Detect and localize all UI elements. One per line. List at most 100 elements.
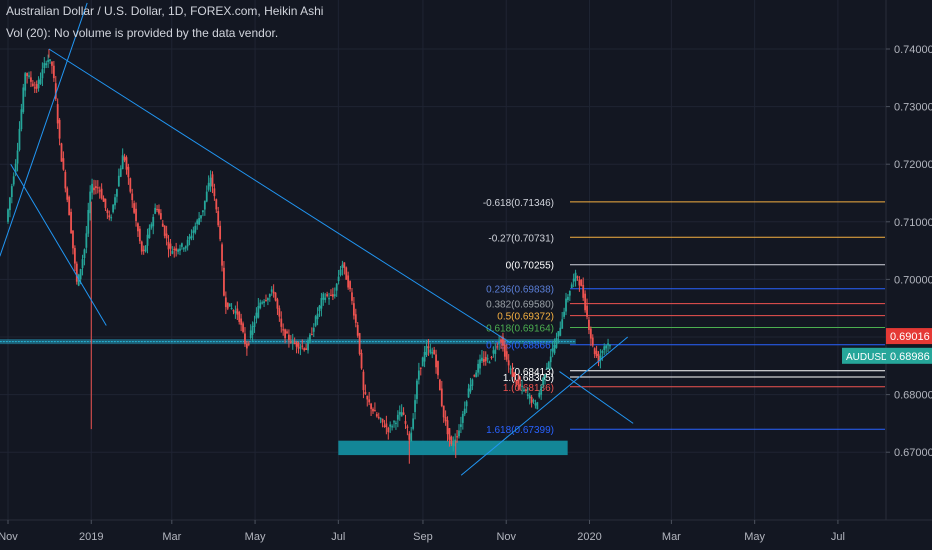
- candle-body: [601, 350, 604, 353]
- candle-body: [469, 384, 472, 392]
- candle-body: [205, 191, 208, 202]
- candle-body: [75, 263, 78, 282]
- candle-body: [347, 275, 350, 288]
- fib-level-label: -0.27(0.70731): [488, 233, 554, 244]
- candle-body: [33, 87, 36, 89]
- horizontal-levels: [0, 339, 576, 345]
- candle-body: [523, 389, 525, 392]
- price-axis[interactable]: 0.74000 0.73000 0.72000 0.71000 0.70000 0.690…: [885, 0, 932, 520]
- candle-body: [425, 345, 428, 355]
- candle-body: [165, 233, 168, 239]
- candle-body: [393, 421, 395, 423]
- candle-body: [93, 187, 95, 191]
- candle-body: [110, 217, 113, 219]
- candle-body: [567, 296, 569, 300]
- candle-body: [559, 327, 562, 336]
- candle-body: [98, 190, 101, 192]
- candle-body: [568, 290, 571, 296]
- fib-level-label: 0(0.70255): [506, 261, 554, 272]
- candle-body: [395, 422, 397, 425]
- candle-body: [532, 400, 535, 402]
- candle-body: [219, 225, 222, 240]
- candle-body: [519, 383, 522, 387]
- candle-body: [339, 269, 342, 276]
- fib-level-label: 1.618(0.67399): [486, 425, 554, 436]
- candle-body: [77, 274, 80, 286]
- price-tick-label: 0.67000: [894, 447, 932, 459]
- candle-body: [238, 311, 241, 322]
- candle-body: [305, 348, 308, 350]
- candle-body: [534, 403, 537, 406]
- candle-body: [112, 204, 115, 213]
- candle-body: [123, 156, 126, 161]
- candle-body: [374, 410, 376, 412]
- candle-body: [278, 308, 281, 317]
- candle-body: [484, 356, 487, 362]
- candle-body: [417, 370, 420, 380]
- candle-body: [47, 60, 50, 62]
- candle-body: [179, 248, 181, 251]
- candle-body: [320, 298, 323, 309]
- candle-body: [268, 294, 271, 297]
- candle-body: [51, 61, 53, 66]
- candle-body: [200, 215, 202, 219]
- candle-body: [87, 209, 90, 234]
- candle-body: [406, 426, 409, 428]
- candle-body: [557, 331, 560, 337]
- candle-body: [492, 350, 495, 354]
- candle-body: [18, 128, 21, 150]
- time-tick-label: Mar: [662, 531, 681, 543]
- trendlines[interactable]: [0, 2, 634, 476]
- candle-body: [158, 209, 160, 214]
- candle-body: [297, 343, 300, 349]
- candle-body: [396, 414, 399, 420]
- candle-body: [72, 230, 74, 249]
- candle-body: [450, 436, 453, 445]
- candle-body: [266, 298, 269, 301]
- candle-body: [553, 345, 556, 354]
- candle-body: [385, 423, 388, 428]
- candle-body: [196, 220, 199, 224]
- fibonacci-retracement[interactable]: -0.618(0.71346) -0.27(0.70731) 0(0.70255) 0…: [483, 198, 885, 436]
- candle-body: [402, 412, 405, 415]
- candle-body: [301, 345, 304, 347]
- candle-body: [49, 59, 51, 61]
- candle-body: [496, 346, 499, 348]
- candle-body: [186, 239, 189, 247]
- candle-body: [223, 267, 225, 296]
- candle-body: [28, 75, 30, 77]
- candle-body: [131, 193, 134, 201]
- candle-body: [60, 143, 63, 162]
- candle-body: [515, 381, 518, 385]
- candle-body: [117, 175, 120, 187]
- candle-body: [52, 65, 55, 79]
- candle-body: [108, 215, 111, 218]
- candle-body: [335, 283, 338, 291]
- candle-body: [291, 340, 294, 344]
- candle-body: [316, 313, 319, 320]
- candle-body: [102, 197, 105, 202]
- time-axis[interactable]: Nov 2019 Mar May Jul Sep Nov 2020 Mar May Jul: [0, 519, 932, 543]
- candle-body: [414, 400, 416, 413]
- candle-body: [37, 79, 40, 89]
- price-tick-label: 0.71000: [894, 217, 932, 229]
- candle-body: [400, 412, 403, 417]
- candle-body: [282, 329, 285, 331]
- time-tick-label: May: [245, 531, 266, 543]
- time-tick-label: Nov: [0, 531, 18, 543]
- candle-body: [368, 399, 371, 403]
- price-tick-label: 0.74000: [894, 44, 932, 56]
- candle-body: [479, 359, 481, 369]
- candle-body: [322, 293, 325, 300]
- candle-body: [521, 385, 523, 388]
- candle-body: [259, 302, 262, 309]
- candle-body: [66, 188, 69, 200]
- candle-body: [253, 322, 256, 327]
- candle-body: [356, 325, 359, 336]
- candle-body: [526, 394, 529, 396]
- candle-body: [582, 284, 585, 298]
- candle-body: [366, 395, 369, 400]
- candle-body: [280, 318, 283, 327]
